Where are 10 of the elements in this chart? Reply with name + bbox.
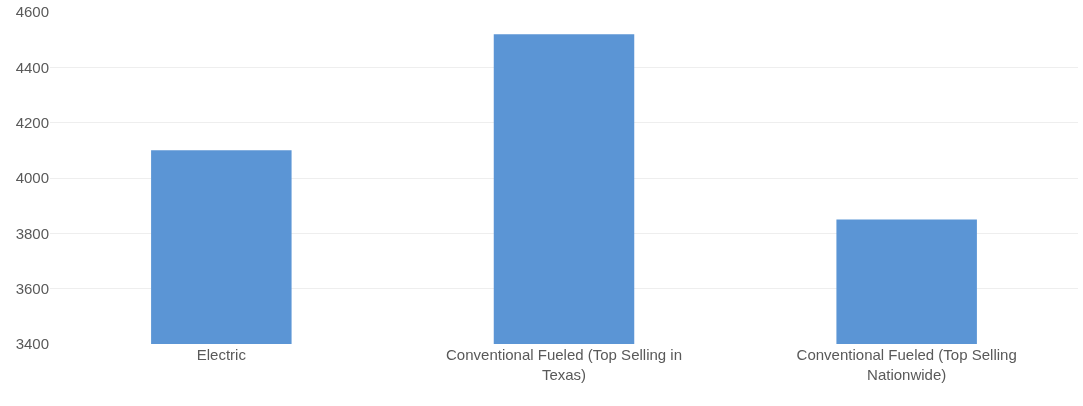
x-tick-label: Electric [196, 346, 247, 363]
x-tick-label: Conventional Fueled (Top Selling Nationwide) [796, 346, 1017, 383]
y-tick-label: 4400 [15, 58, 49, 76]
y-tick-label: 4200 [15, 113, 49, 131]
y-tick-label: 3800 [15, 224, 49, 242]
x-tick-label: Conventional Fueled (Top Selling in Texas) [446, 346, 682, 383]
y-tick-label: 3600 [15, 279, 49, 297]
y-tick-label: 3400 [15, 335, 49, 353]
y-tick-label: 4600 [15, 3, 49, 21]
y-tick-label: 4000 [15, 169, 49, 187]
